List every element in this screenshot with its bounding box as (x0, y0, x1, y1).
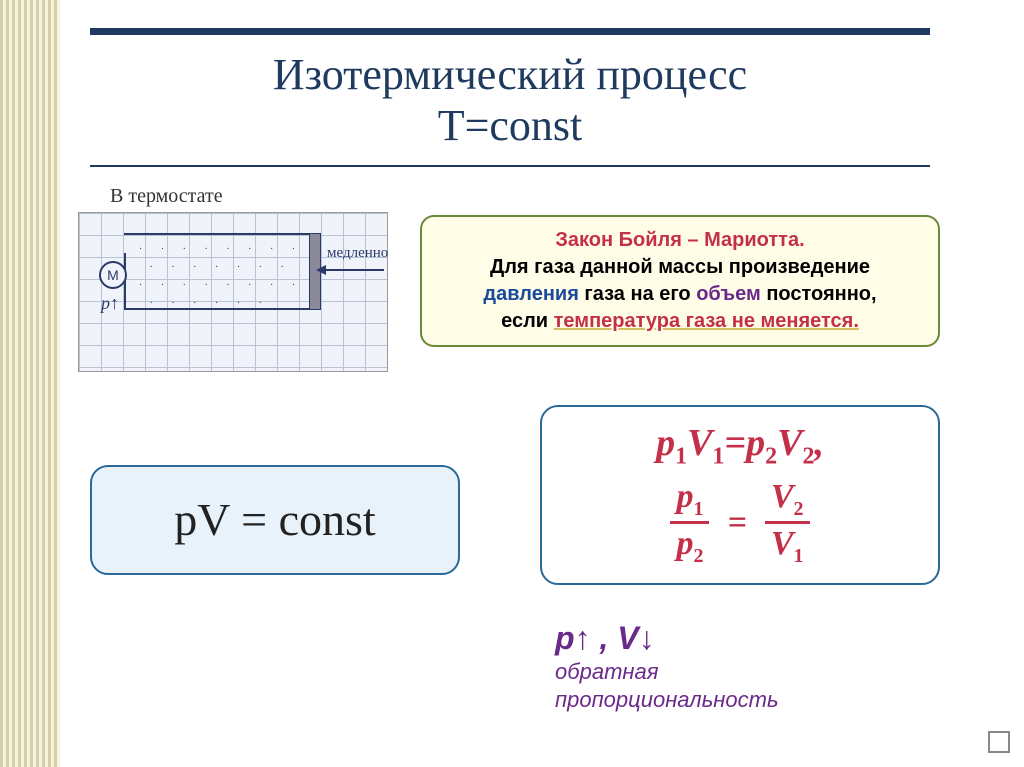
pv-const-text: pV = const (174, 494, 375, 545)
pv-const-box: pV = const (90, 465, 460, 575)
law-box: Закон Бойля – Мариотта. Для газа данной … (420, 215, 940, 347)
thermostat-diagram: М · · · · · · · · · · · · · · ·· · · · ·… (78, 212, 388, 372)
arrow-left-icon (324, 269, 384, 271)
decorative-stripe (0, 0, 60, 767)
slide-title: Изотермический процесс T=const (90, 50, 930, 163)
arrow-label: медленно (327, 245, 388, 262)
title-line1: Изотермический процесс (273, 50, 747, 99)
title-underline (90, 165, 930, 167)
corner-square-icon (988, 731, 1010, 753)
subtitle: В термостате (110, 185, 223, 208)
equation-line1: p1V1=p2V2, (542, 421, 938, 471)
equation-box: p1V1=p2V2, p1 p2 = V2 V1 (540, 405, 940, 585)
law-line2: давления газа на его объем постоянно, (436, 281, 924, 308)
relation-box: p↑ , V↓ обратная пропорциональность (555, 620, 955, 714)
relation-top: p↑ , V↓ (555, 620, 955, 657)
relation-l1: обратная (555, 659, 955, 685)
title-line2: T=const (438, 101, 583, 150)
law-title: Закон Бойля – Мариотта. (436, 227, 924, 254)
top-bar (90, 28, 930, 35)
law-line1: Для газа данной массы произведение (436, 254, 924, 281)
relation-l2: пропорциональность (555, 687, 955, 713)
pressure-label: р↑ (101, 293, 119, 314)
law-line3: если температура газа не меняется. (436, 308, 924, 335)
gauge-icon: М (99, 261, 127, 289)
equation-line2: p1 p2 = V2 V1 (542, 479, 938, 568)
